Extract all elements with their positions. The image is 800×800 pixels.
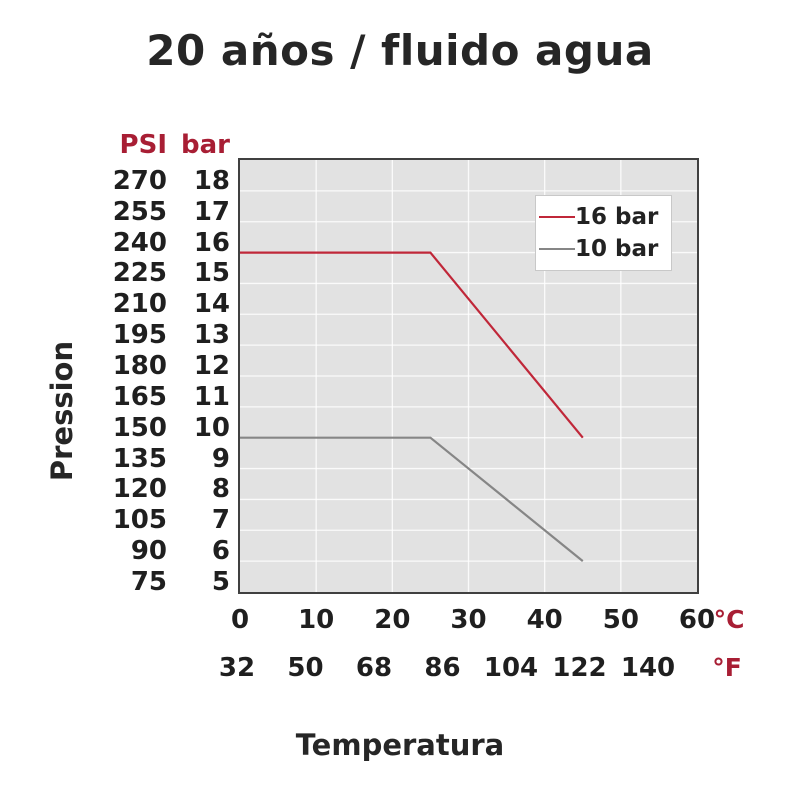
y-tick-bar: 13 [193,320,230,351]
y-tick-psi: 135 [112,443,167,474]
y-tick-bar: 7 [211,505,230,536]
x-tick-celsius: 60 [678,605,716,635]
x-tick-celsius: 50 [602,605,639,635]
y-tick-psi: 75 [130,567,167,597]
plot-area: 16 bar 10 bar [238,158,699,594]
legend-item-10-bar: 10 bar [539,235,671,262]
y-tick-psi: 195 [112,320,167,351]
x-tick-fahrenheit: 86 [424,653,461,683]
legend-line-16-bar [539,216,575,218]
x-tick-celsius: 30 [450,605,487,635]
legend-item-16-bar: 16 bar [539,203,671,230]
y-tick-bar: 11 [193,381,230,412]
y-tick-psi: 240 [112,227,167,258]
y-tick-bar: 12 [193,351,230,381]
x-axis-unit-celsius: °C [713,605,745,634]
y-tick-bar: 6 [211,536,230,567]
y-tick-bar: 9 [211,443,230,474]
legend-label-10-bar: 10 bar [575,235,659,262]
x-axis-title: Temperatura [295,728,505,762]
x-axis-unit-fahrenheit: °F [712,653,742,682]
x-tick-celsius: 0 [230,605,250,635]
y-tick-psi: 255 [112,196,167,227]
y-tick-psi: 105 [112,505,167,536]
y-tick-psi: 150 [112,412,167,443]
y-axis-unit-bar: bar [181,130,230,160]
y-tick-psi: 180 [112,351,167,381]
x-tick-fahrenheit: 68 [355,653,393,683]
legend-label-16-bar: 16 bar [575,203,659,230]
legend-line-10-bar [539,248,575,250]
x-tick-fahrenheit: 140 [620,653,676,683]
y-tick-psi: 165 [112,381,167,412]
y-tick-psi: 120 [112,474,167,505]
x-tick-fahrenheit: 50 [287,653,324,683]
y-tick-bar: 5 [211,567,230,597]
y-tick-bar: 10 [193,412,230,443]
y-tick-bar: 17 [193,196,230,227]
x-tick-fahrenheit: 32 [218,653,256,683]
chart-title: 20 años / fluido agua [146,26,654,75]
x-tick-fahrenheit: 122 [552,653,607,683]
series-line-10-bar [240,436,584,562]
y-tick-psi: 270 [112,165,167,196]
x-tick-fahrenheit: 104 [483,653,539,683]
y-tick-psi: 90 [130,536,167,567]
y-tick-bar: 18 [193,165,230,196]
x-tick-celsius: 20 [374,605,411,635]
y-tick-bar: 16 [193,227,230,258]
series-line-16-bar [240,251,584,439]
y-axis-title: Pression [45,340,79,482]
legend: 16 bar 10 bar [535,195,672,271]
y-tick-bar: 15 [193,258,230,289]
y-axis-unit-psi: PSI [119,130,167,160]
y-tick-psi: 225 [112,258,167,289]
y-tick-psi: 210 [112,289,167,320]
x-tick-celsius: 10 [298,605,335,635]
y-tick-bar: 8 [211,474,230,505]
x-tick-celsius: 40 [526,605,563,635]
y-tick-bar: 14 [193,289,230,320]
